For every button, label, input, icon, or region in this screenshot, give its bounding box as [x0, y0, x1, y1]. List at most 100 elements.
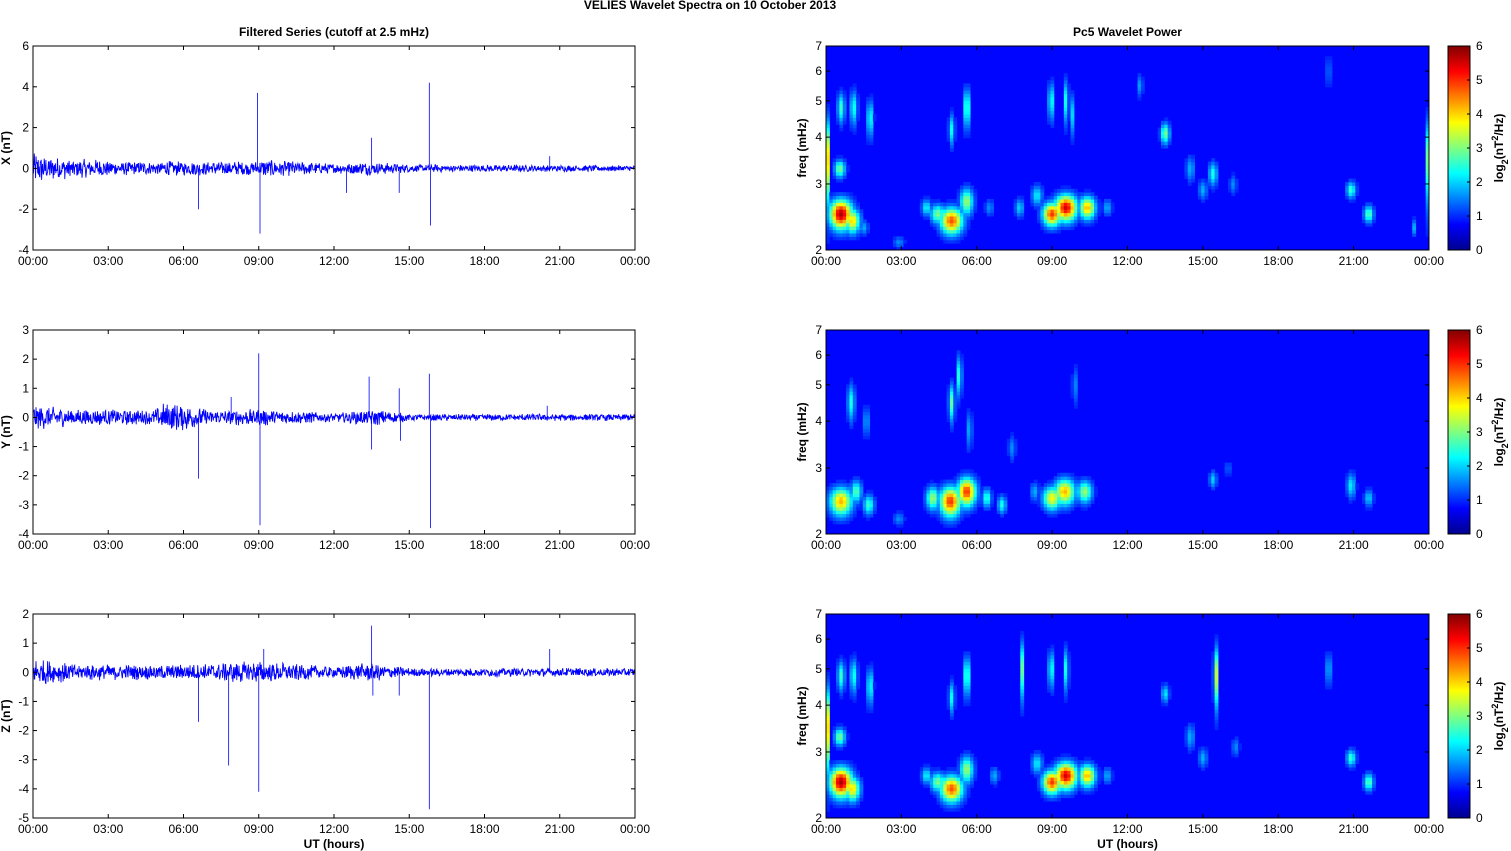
spectrogram-cell [832, 161, 837, 166]
spectrogram-cell [933, 212, 938, 217]
spectrogram-cell [943, 226, 948, 231]
spectrogram-cell [966, 763, 971, 768]
spectrogram-cell [1050, 500, 1055, 504]
spectrogram-cell [1365, 784, 1370, 788]
spectrogram-cell [1073, 404, 1078, 409]
spectrogram-cell [1063, 510, 1068, 515]
spectrogram-cell [1365, 506, 1370, 511]
spectrogram-cell [1070, 506, 1075, 511]
spectrogram-cell [923, 780, 927, 785]
spectrogram-cell [839, 682, 844, 686]
spectrogram-cell [963, 120, 968, 125]
spectrogram-cell [933, 773, 938, 778]
spectrogram-cell [936, 229, 941, 234]
spectrogram-cell [933, 483, 938, 487]
spectrogram-cell [960, 500, 964, 504]
spectrogram-cell [1037, 780, 1041, 785]
spectrogram-cell [1073, 195, 1078, 200]
spectrogram-cell [953, 404, 958, 409]
spectrogram-cell [1214, 685, 1219, 690]
spectrogram-cell [842, 117, 847, 122]
spectrogram-cell [966, 790, 971, 795]
spectrogram-cell [963, 86, 968, 91]
axes-frame [32, 613, 636, 819]
spectrogram-cell [1345, 185, 1350, 190]
spectrogram-cell [1053, 493, 1058, 498]
spectrogram-cell [1047, 763, 1051, 768]
spectrogram-cell [1010, 432, 1015, 436]
spectrogram-cell [946, 699, 951, 703]
spectrogram-cell [990, 496, 994, 501]
spectrogram-cell [1050, 202, 1055, 207]
spectrogram-cell [866, 415, 871, 419]
spectrogram-cell [842, 784, 847, 788]
spectrogram-cell [1040, 760, 1045, 765]
spectrogram-cell [1207, 483, 1212, 487]
spectrogram-cell [839, 107, 844, 112]
spectrogram-cell [1037, 760, 1041, 765]
spectrogram-cell [836, 496, 840, 501]
spectrogram-cell [1043, 770, 1048, 775]
spectrogram-cell [849, 97, 854, 101]
spectrogram-cell [839, 90, 844, 95]
spectrogram-cell [1033, 199, 1038, 203]
spectrogram-cell [1425, 188, 1430, 193]
spectrogram-cell [1020, 661, 1025, 666]
spectrogram-cell [1161, 682, 1165, 686]
spectrogram-cell [866, 692, 871, 697]
spectrogram-cell [936, 770, 941, 775]
spectrogram-cell [866, 124, 871, 129]
spectrogram-cell [1063, 202, 1068, 207]
spectrogram-cell [1187, 726, 1192, 731]
spectrogram-cell [1214, 692, 1219, 697]
spectrogram-cell [826, 154, 830, 159]
spectrogram-cell [946, 801, 951, 805]
spectrogram-cell [953, 418, 958, 423]
spectrogram-cell [1047, 678, 1051, 683]
spectrogram-cell [949, 226, 954, 231]
spectrogram-cell [976, 489, 981, 494]
spectrogram-cell [1073, 212, 1078, 217]
spectrogram-cell [829, 233, 834, 237]
spectrogram-cell [939, 794, 944, 799]
x-tick-label: 03:00 [93, 822, 123, 836]
spectrogram-cell [1234, 746, 1239, 751]
spectrogram-cell [1214, 483, 1219, 487]
spectrogram-cell [1231, 750, 1236, 754]
spectrogram-cell [1187, 739, 1192, 744]
x-tick-label: 09:00 [1037, 538, 1067, 552]
spectrogram-cell [1030, 489, 1035, 494]
spectrogram-cell [836, 165, 840, 169]
spectrogram-cell [1372, 219, 1376, 224]
y-tick-label: 5 [815, 662, 822, 676]
spectrogram-cell [836, 100, 840, 105]
spectrogram-cell [836, 733, 840, 737]
spectrogram-cell [1100, 770, 1105, 775]
spectrogram-cell [1087, 483, 1092, 487]
spectrogram-cell [1211, 692, 1216, 697]
spectrogram-cell [929, 212, 934, 217]
spectrogram-cell [1063, 195, 1068, 200]
spectrogram-cell [1053, 787, 1058, 792]
spectrogram-cell [849, 665, 854, 669]
spectrogram-cell [1070, 394, 1075, 399]
spectrogram-cell [842, 192, 847, 197]
spectrogram-cell [1412, 233, 1417, 237]
spectrogram-cell [856, 503, 860, 508]
spectrogram-cell [949, 114, 954, 118]
spectrogram-cell [993, 784, 998, 788]
spectrogram-cell [1050, 86, 1055, 91]
spectrogram-cell [953, 510, 958, 515]
spectrogram-cell [842, 158, 847, 163]
spectrogram-cell [866, 404, 871, 409]
spectrogram-cell [1201, 199, 1206, 203]
spectrogram-cell [826, 506, 830, 511]
spectrogram-cell [1040, 226, 1045, 231]
spectrogram-cell [1077, 483, 1082, 487]
spectrogram-cell [1425, 154, 1430, 159]
spectrogram-cell [1050, 506, 1055, 511]
spectrogram-cell [836, 722, 840, 727]
spectrogram-cell [832, 763, 837, 768]
spectrogram-cell [929, 767, 934, 771]
spectrogram-cell [1060, 212, 1065, 217]
